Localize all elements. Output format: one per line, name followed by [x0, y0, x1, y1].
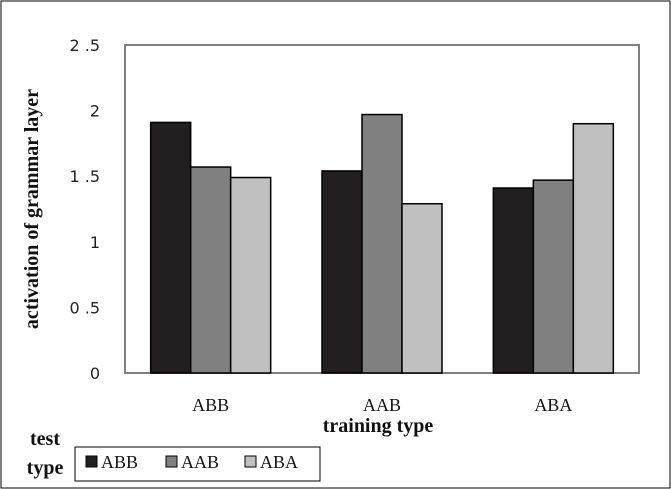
bar-abb-abb: [149, 121, 192, 374]
y-tick-label: 2 .5: [69, 36, 100, 55]
x-category-label: AAB: [363, 395, 401, 415]
legend: ABB AAB ABA: [85, 452, 298, 472]
bar-aab-aba: [401, 203, 443, 374]
legend-swatch-aab: [165, 455, 178, 468]
legend-title-line2: type: [27, 457, 64, 479]
legend-swatch-abb: [85, 455, 98, 468]
bar-abb-aba: [229, 176, 272, 374]
x-category-labels: ABB AAB ABA: [192, 395, 572, 415]
x-axis-title: training type: [323, 415, 434, 437]
bar-aba-abb: [492, 187, 535, 374]
x-category-label: ABB: [192, 395, 229, 415]
y-tick-label: 0: [90, 364, 100, 383]
y-axis-title: activation of grammar layer: [21, 89, 43, 329]
legend-title-line1: test: [30, 428, 60, 450]
legend-box: [74, 446, 321, 482]
legend-label-aab: AAB: [181, 452, 219, 472]
legend-label-aba: ABA: [260, 452, 298, 472]
bar-abb-aab: [189, 166, 232, 374]
bar-aab-aab: [361, 113, 403, 374]
bars-group: [149, 113, 615, 374]
y-tick-label: 1 .5: [69, 167, 100, 186]
bar-aba-aab: [532, 179, 575, 374]
y-tick-label: 1: [90, 233, 100, 252]
y-tick-label: 0 .5: [69, 298, 100, 317]
bar-aab-abb: [321, 170, 363, 374]
legend-swatch-aba: [244, 455, 257, 468]
bar-aba-aba: [572, 122, 615, 374]
y-tick-labels: 0 0 .5 1 1 .5 2 2 .5: [69, 36, 100, 383]
legend-label-abb: ABB: [101, 452, 138, 472]
x-category-label: ABA: [534, 395, 572, 415]
y-tick-label: 2: [90, 102, 100, 121]
